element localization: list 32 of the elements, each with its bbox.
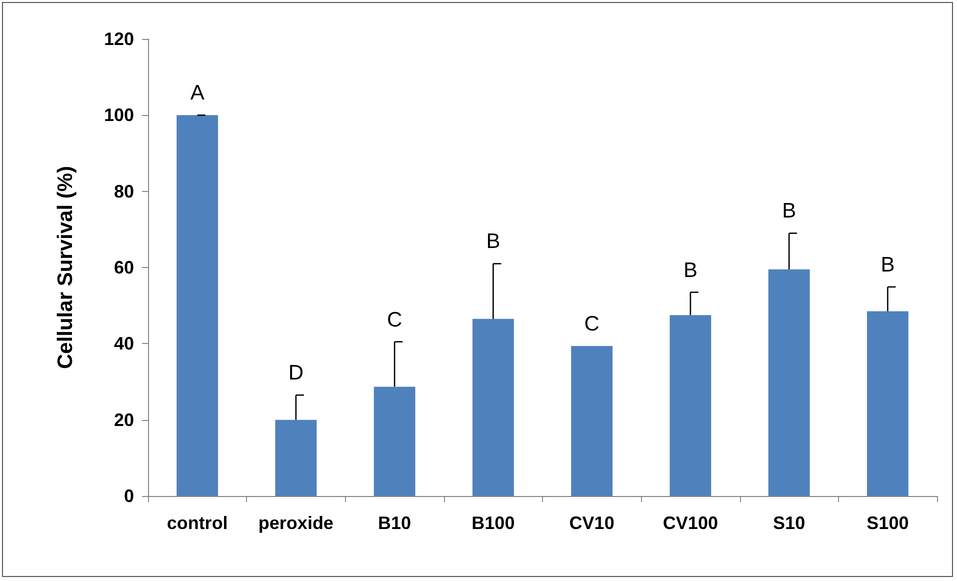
y-tick-label: 80 <box>114 181 134 202</box>
bar <box>571 346 613 496</box>
annotation: C <box>386 308 402 332</box>
bar <box>275 420 317 496</box>
annotation: B <box>880 253 895 276</box>
x-tick-label: CV10 <box>569 513 614 533</box>
annotation: C <box>584 312 600 336</box>
annotation: B <box>683 258 698 282</box>
bar <box>472 318 514 496</box>
bar <box>866 311 908 496</box>
annotation: B <box>782 200 796 223</box>
annotation: B <box>486 230 500 254</box>
y-tick-label: 20 <box>114 410 134 430</box>
x-tick-label: control <box>166 513 228 533</box>
y-tick-label: 0 <box>124 486 134 506</box>
y-tick-label: 100 <box>104 105 134 126</box>
y-tick-label: 120 <box>104 29 134 49</box>
bar <box>670 315 712 496</box>
annotation: A <box>190 82 204 105</box>
y-axis-title: Cellular Survival (%) <box>54 166 77 370</box>
y-tick-label: 40 <box>114 334 134 354</box>
x-tick-label: peroxide <box>258 513 334 533</box>
y-tick-label: 60 <box>114 258 134 278</box>
bar <box>176 115 218 496</box>
x-tick-label: B10 <box>378 513 412 533</box>
annotation: D <box>288 362 304 385</box>
x-tick-label: B100 <box>472 513 515 533</box>
bar <box>768 269 810 496</box>
x-tick-label: S100 <box>866 513 909 533</box>
bar <box>374 386 416 496</box>
x-tick-label: CV100 <box>662 513 718 533</box>
x-tick-label: S10 <box>773 513 806 533</box>
